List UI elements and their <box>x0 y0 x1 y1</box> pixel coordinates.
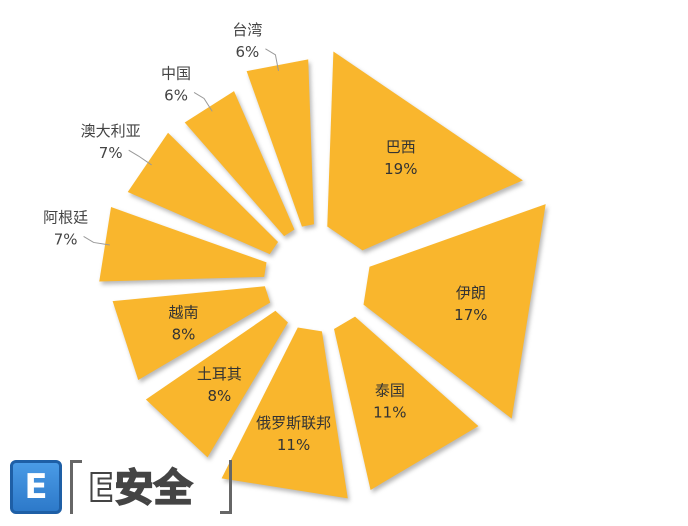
slice-value-label: 17% <box>454 306 487 324</box>
e-badge-icon: E <box>10 460 62 514</box>
bracket-left <box>70 460 82 514</box>
slice-label: 澳大利亚 <box>81 122 141 140</box>
slice-label: 土耳其 <box>197 365 242 383</box>
slice-label: 伊朗 <box>456 284 486 302</box>
leader-line <box>128 149 152 166</box>
slice-label: 台湾 <box>232 21 262 39</box>
pie-slice <box>127 132 279 255</box>
pie-slice <box>99 207 267 282</box>
slice-label: 泰国 <box>375 381 405 399</box>
slice-label: 越南 <box>169 304 199 322</box>
slice-value-label: 6% <box>164 86 188 104</box>
pie-slice <box>327 51 523 251</box>
slice-value-label: 8% <box>208 387 232 405</box>
pie-slice <box>145 310 288 458</box>
slice-value-label: 19% <box>384 160 417 178</box>
pie-slice <box>112 286 271 380</box>
slice-value-label: 7% <box>99 144 123 162</box>
pie-slice <box>184 91 295 237</box>
slice-label: 俄罗斯联邦 <box>256 414 331 432</box>
watermark-logo: E E安全 <box>8 458 240 520</box>
leader-line <box>265 48 279 72</box>
bracket-right <box>220 460 232 514</box>
pie-slice <box>246 59 314 227</box>
slice-value-label: 11% <box>373 403 406 421</box>
pie-slice <box>363 204 546 419</box>
slice-value-label: 7% <box>54 230 78 248</box>
pie-slice <box>221 327 348 499</box>
leader-line <box>193 92 213 112</box>
slice-value-label: 8% <box>172 326 196 344</box>
slice-label: 巴西 <box>386 138 416 156</box>
slice-value-label: 6% <box>236 43 260 61</box>
pie-slice <box>333 316 479 490</box>
slice-label: 阿根廷 <box>43 208 88 226</box>
slice-value-label: 11% <box>277 436 310 454</box>
slice-label: 中国 <box>161 64 191 82</box>
leader-line <box>83 236 110 246</box>
watermark-text: E安全 <box>87 465 193 511</box>
